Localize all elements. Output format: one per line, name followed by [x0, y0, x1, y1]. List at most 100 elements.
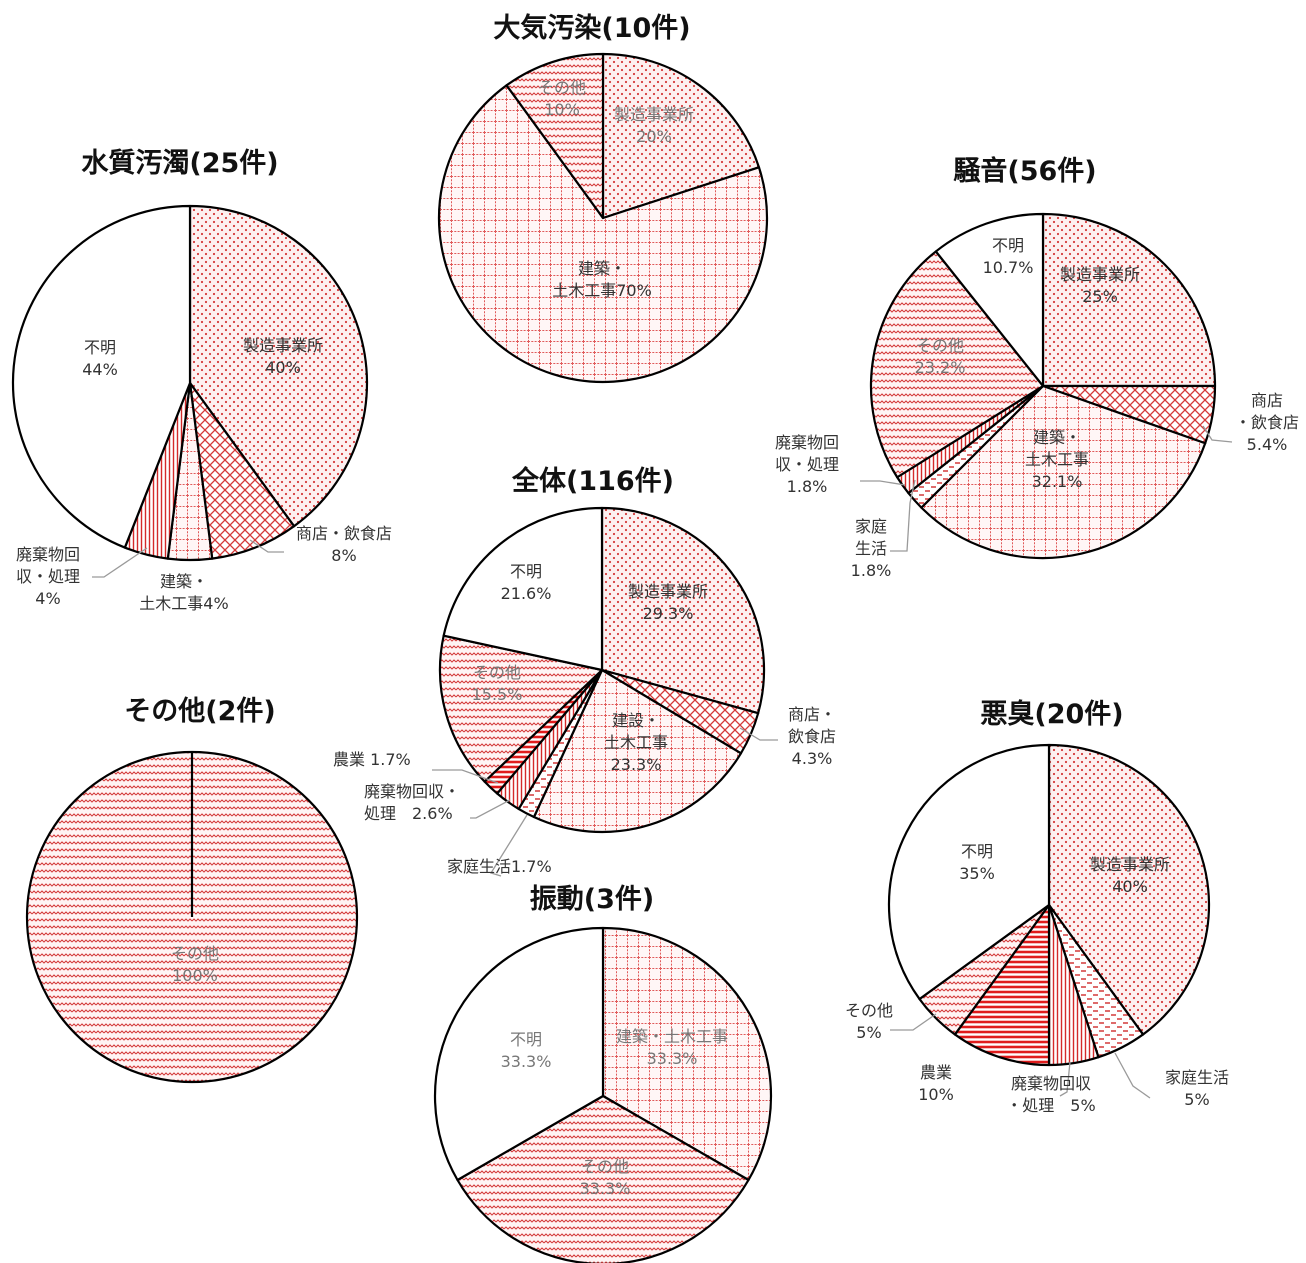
pie-slice	[601, 52, 761, 220]
slice-label-line: 10.7%	[983, 258, 1034, 277]
slice-label-line: 4.3%	[792, 749, 833, 768]
chart-title: 振動(3件)	[530, 884, 654, 915]
slice-label: 不明 21.6%	[501, 562, 552, 603]
pie-slice	[869, 250, 1045, 479]
slice-label-line: 40%	[1112, 877, 1148, 896]
chart-title: 悪臭(20件)	[980, 699, 1123, 730]
slice-label-line: 商店・	[788, 705, 836, 724]
pie-slice	[438, 634, 604, 783]
slice-label-line: 1.8%	[787, 477, 828, 496]
slice-label-line: 土木工事70%	[552, 281, 652, 300]
slice-label-line: 100%	[172, 966, 218, 985]
chart-title: 全体(116件)	[511, 465, 674, 497]
slice-label-line: 不明	[510, 1030, 542, 1049]
slice-label-line: 建築・	[578, 259, 626, 278]
slice-label-line: 農業	[920, 1063, 952, 1082]
leader-line	[92, 547, 148, 578]
slice-label-line: 収・処理	[775, 455, 839, 474]
pie-slice	[1041, 212, 1217, 388]
slice-label-line: その他	[916, 336, 964, 355]
slice-label-line: 土木工事	[1025, 450, 1089, 469]
chart-title: 騒音(56件)	[953, 155, 1096, 187]
slice-label-line: 35%	[959, 864, 995, 883]
slice-label: 農業 1.7%	[333, 750, 411, 769]
slice-label: 廃棄物回収・処理 2.6%	[364, 782, 460, 823]
slice-label-line: 5.4%	[1247, 435, 1288, 454]
slice-label: 建築・土木工事70%	[552, 259, 652, 300]
leader-line	[489, 814, 528, 877]
slice-label: 不明 33.3%	[501, 1030, 552, 1071]
pie-slice	[532, 668, 743, 834]
slice-label: 家庭生活1.7%	[447, 857, 552, 876]
slice-label-line: 10%	[918, 1085, 954, 1104]
leader-line	[1202, 425, 1233, 443]
slice-label-line: 32.1%	[1032, 472, 1083, 491]
slice-label: 製造事業所 40%	[243, 336, 323, 377]
slice-label: 建築・土木工事4%	[139, 572, 228, 613]
slice-label-line: 農業 1.7%	[333, 750, 411, 769]
slice-label-line: 商店・飲食店	[296, 524, 392, 543]
slice-label-line: その他	[473, 663, 521, 682]
slice-label-line: 家庭生活	[1165, 1068, 1229, 1087]
slice-label: その他 5%	[845, 1001, 893, 1042]
pie-slice	[188, 381, 296, 560]
slice-label-line: ・処理 5%	[1006, 1096, 1095, 1115]
slice-label-line: 製造事業所	[1090, 855, 1170, 874]
pie-chart: 水質汚濁(25件) 製造事業所 40% 商店・飲食店 8% 建築・土木工事4% 廃棄物回収・…	[11, 148, 392, 613]
slice-label: 廃棄物回収・処理 1.8%	[775, 433, 839, 496]
pie-chart: その他(2件) その他 100%	[25, 696, 359, 1084]
leader-line	[432, 769, 499, 784]
slice-label: その他 33.3%	[580, 1157, 631, 1198]
slice-label-line: 5%	[856, 1023, 881, 1042]
slice-label-line: 4%	[35, 589, 60, 608]
slice-label-line: 33.3%	[647, 1049, 698, 1068]
pie-slice	[456, 1094, 750, 1263]
slice-label-line: 33.3%	[501, 1052, 552, 1071]
slice-label-line: 建築・	[1033, 428, 1081, 447]
pie-slice	[1047, 743, 1211, 1036]
slice-label-line: 生活	[855, 539, 887, 558]
slice-label-line: その他	[581, 1157, 629, 1176]
pie-slice	[953, 903, 1051, 1067]
slice-label: その他 100%	[171, 944, 219, 985]
pie-chart: 大気汚染(10件) 製造事業所 20% 建築・土木工事70% その他 10%	[437, 12, 769, 384]
pie-slice	[188, 204, 369, 528]
leader-line	[1114, 1052, 1151, 1099]
slice-label-line: 家庭	[855, 517, 887, 536]
slice-label: 製造事業所 25%	[1060, 265, 1140, 306]
slice-label-line: その他	[538, 78, 586, 97]
slice-label-line: 不明	[510, 562, 542, 581]
slice-label-line: 廃棄物回	[16, 545, 80, 564]
pie-chart: 悪臭(20件) 製造事業所 40% 家庭生活 5% 廃棄物回収・処理 5% 農業 10% その他…	[845, 699, 1229, 1115]
slice-label: その他 10%	[538, 78, 586, 119]
slice-label: 建設・土木工事 23.3%	[604, 711, 668, 774]
pie-slice	[920, 384, 1207, 560]
leader-line	[860, 480, 906, 486]
slice-label-line: 44%	[82, 360, 118, 379]
slice-label-line: 33.3%	[580, 1179, 631, 1198]
chart-title: その他(2件)	[124, 696, 275, 727]
slice-label-line: 製造事業所	[1060, 265, 1140, 284]
slice-label-line: 5%	[1184, 1090, 1209, 1109]
slice-label-line: 29.3%	[643, 604, 694, 623]
slice-label: その他 23.2%	[915, 336, 966, 377]
slice-label-line: 15.5%	[472, 685, 523, 704]
chart-title: 大気汚染(10件)	[493, 12, 690, 44]
slice-label-line: 23.2%	[915, 358, 966, 377]
pie-chart: 振動(3件) 建築・土木工事 33.3% その他 33.3% 不明 33.3%	[433, 884, 773, 1263]
pie-slice	[433, 926, 605, 1182]
slice-label: 農業 10%	[918, 1063, 954, 1104]
slice-label-line: 土木工事	[604, 733, 668, 752]
slice-label: 商店・飲食店 4.3%	[788, 705, 836, 768]
slice-label: 商店・飲食店 8%	[296, 524, 392, 565]
slice-label-line: 建設・	[612, 711, 660, 730]
leader-line	[1059, 1061, 1071, 1097]
slice-label-line: その他	[171, 944, 219, 963]
slice-label-line: 製造事業所	[628, 582, 708, 601]
slice-label: 不明 35%	[959, 842, 995, 883]
pie-chart: 全体(116件) 製造事業所 29.3% 商店・飲食店 4.3% 建設・土木工事 23.3%…	[333, 465, 836, 877]
slice-label: 廃棄物回収・処理 4%	[16, 545, 80, 608]
pie-slice	[442, 506, 604, 672]
slice-label-line: 不明	[84, 338, 116, 357]
